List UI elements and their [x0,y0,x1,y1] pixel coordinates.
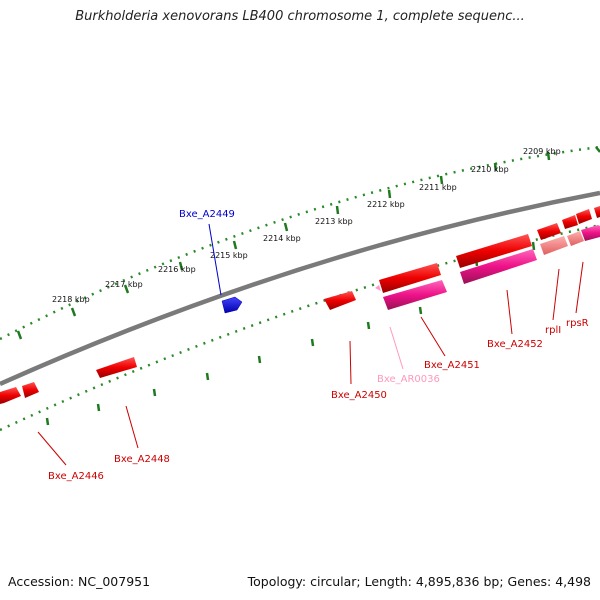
gene-bxe-a2446-b[interactable] [22,382,39,398]
accession-text: Accession: NC_007951 [8,574,151,589]
label-bxe-a2449[interactable]: Bxe_A2449 [179,209,235,220]
gene-upper-3[interactable] [576,209,592,224]
label-bxe-ar0036[interactable]: Bxe_AR0036 [377,374,440,385]
gene-bxe-a2452-upper[interactable] [456,234,532,268]
topology-text: Topology: circular; Length: 4,895,836 bp… [247,574,591,589]
kbp-label-2213: 2213 kbp [315,217,353,226]
kbp-label-2216: 2216 kbp [158,265,196,274]
label-rpll[interactable]: rplI [545,325,561,336]
gene-bxe-a2448[interactable] [96,357,137,378]
gene-upper-2[interactable] [562,215,578,229]
map-title: Burkholderia xenovorans LB400 chromosome… [75,9,525,24]
gene-rpsr[interactable] [567,231,584,246]
label-bxe-a2446[interactable]: Bxe_A2446 [48,471,104,482]
inner-ruler [0,223,600,432]
kbp-label-2214: 2214 kbp [263,234,301,243]
label-bxe-a2448[interactable]: Bxe_A2448 [114,454,170,465]
kbp-label-2209: 2209 kbp [523,147,561,156]
gene-upper-4[interactable] [594,206,600,218]
leader-line [208,223,222,296]
label-bxe-a2452[interactable]: Bxe_A2452 [487,339,543,350]
gene-upper-1[interactable] [537,223,561,240]
gene-bxe-a2452[interactable] [460,249,537,284]
kbp-label-2215: 2215 kbp [210,251,248,260]
kbp-label-2217: 2217 kbp [105,280,143,289]
label-rpsr[interactable]: rpsR [566,318,589,329]
gene-bxe-a2450[interactable] [324,291,356,310]
leader-lines [37,261,584,466]
gene-rpll[interactable] [540,236,568,255]
kbp-label-2211: 2211 kbp [419,183,457,192]
gene-bxe-ar0036[interactable] [375,285,381,291]
label-bxe-a2451[interactable]: Bxe_A2451 [424,360,480,371]
gene-bxe-a2451-upper[interactable] [379,263,441,293]
gene-bxe-a2449[interactable] [221,296,243,314]
label-bxe-a2450[interactable]: Bxe_A2450 [331,390,387,401]
kbp-label-2212: 2212 kbp [367,200,405,209]
outer-ruler [0,145,600,341]
chromosome-backbone [0,190,600,387]
gene-bxe-a2451[interactable] [383,280,447,310]
kbp-label-2210: 2210 kbp [471,165,509,174]
gene-upper-5[interactable] [581,225,600,241]
kbp-label-2218: 2218 kbp [52,295,90,304]
gene-bxe-a2446-a[interactable] [0,387,21,404]
kbp-ticks [16,146,600,340]
